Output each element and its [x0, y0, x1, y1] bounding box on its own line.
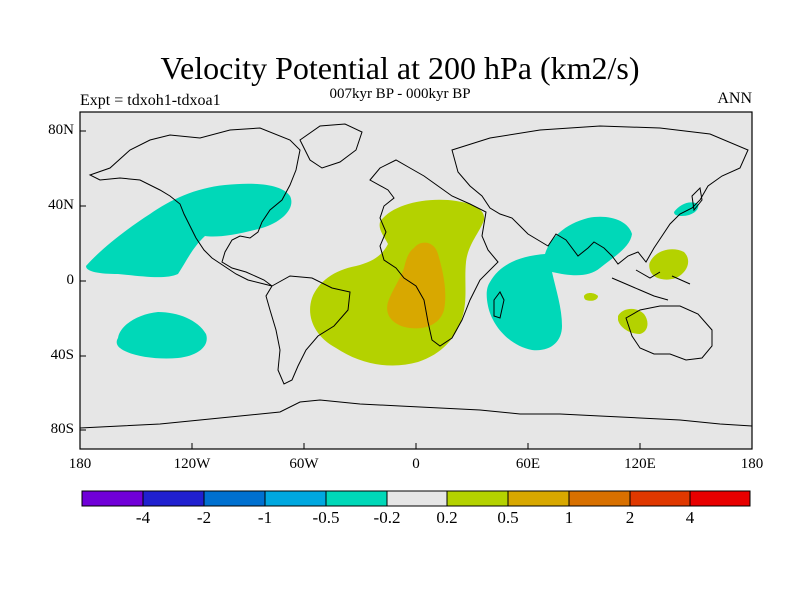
colorbar-label: 0.2 [436, 508, 458, 527]
x-tick-label: 60E [515, 456, 541, 472]
axis-ticks [80, 130, 641, 449]
colorbar-swatch [264, 490, 327, 507]
colorbar-swatch [446, 490, 509, 507]
indonesia-coast [611, 269, 691, 301]
atlantic-core-positive [387, 242, 446, 329]
y-tick-label: 40S [50, 347, 74, 363]
season-label: ANN [717, 90, 752, 107]
colorbar-label: -2 [196, 508, 212, 527]
colorbar-swatch [507, 490, 570, 507]
greenland-coast [299, 123, 363, 169]
y-tick-label: 80N [48, 122, 74, 138]
x-tick-label: 120W [173, 456, 211, 472]
colorbar-label: -0.2 [373, 508, 401, 527]
x-tick-label: 180 [740, 456, 764, 472]
map-title: Velocity Potential at 200 hPa (km2/s) [160, 50, 640, 86]
australia-coast [625, 305, 713, 361]
y-tick-label: 80S [50, 421, 74, 437]
maritime-continent-positive [618, 308, 648, 334]
colorbar-label: 0.5 [497, 508, 519, 527]
north-pacific-negative [86, 183, 292, 278]
colorbar-label: -0.5 [312, 508, 340, 527]
madagascar-coast [493, 291, 505, 319]
colorbar-label: 2 [625, 508, 635, 527]
colorbar-label: 1 [564, 508, 574, 527]
colorbar-swatch [142, 490, 205, 507]
colorbar-label: -1 [257, 508, 273, 527]
europe-africa-coast [369, 159, 499, 347]
japan-coast [691, 186, 703, 212]
x-tick-label: 0 [412, 456, 420, 472]
colorbar-label: -4 [135, 508, 151, 527]
y-tick-label: 40N [48, 197, 74, 213]
colorbar-swatch [325, 490, 388, 507]
north-america-coast [88, 127, 301, 287]
colorbar-swatch [689, 490, 751, 507]
colorbar-swatch [386, 490, 448, 507]
coastlines [80, 123, 752, 429]
asia-coast [451, 125, 749, 265]
south-pacific-negative [116, 312, 207, 359]
colorbar-swatch [203, 490, 266, 507]
colorbar [81, 490, 751, 507]
antarctica-coast [80, 399, 752, 429]
colorbar-swatch [81, 490, 144, 507]
atlantic-africa-positive [310, 199, 485, 366]
colorbar-swatch [568, 490, 631, 507]
y-tick-label: 0 [66, 272, 75, 288]
x-tick-label: 120E [624, 456, 656, 472]
indian-ocean-negative [486, 216, 632, 351]
indian-ocean-small-positive [584, 293, 598, 301]
colorbar-label: 4 [685, 508, 695, 527]
northwest-pacific-negative [674, 202, 699, 216]
south-america-coast [265, 275, 351, 385]
west-pacific-positive [649, 249, 689, 280]
map-subtitle: 007kyr BP - 000kyr BP [329, 86, 471, 102]
velocity-potential-field [86, 183, 699, 366]
experiment-label: Expt = tdxoh1-tdxoa1 [80, 92, 221, 109]
colorbar-swatch [629, 490, 691, 507]
x-tick-label: 60W [289, 456, 319, 472]
x-tick-label: 180 [68, 456, 92, 472]
